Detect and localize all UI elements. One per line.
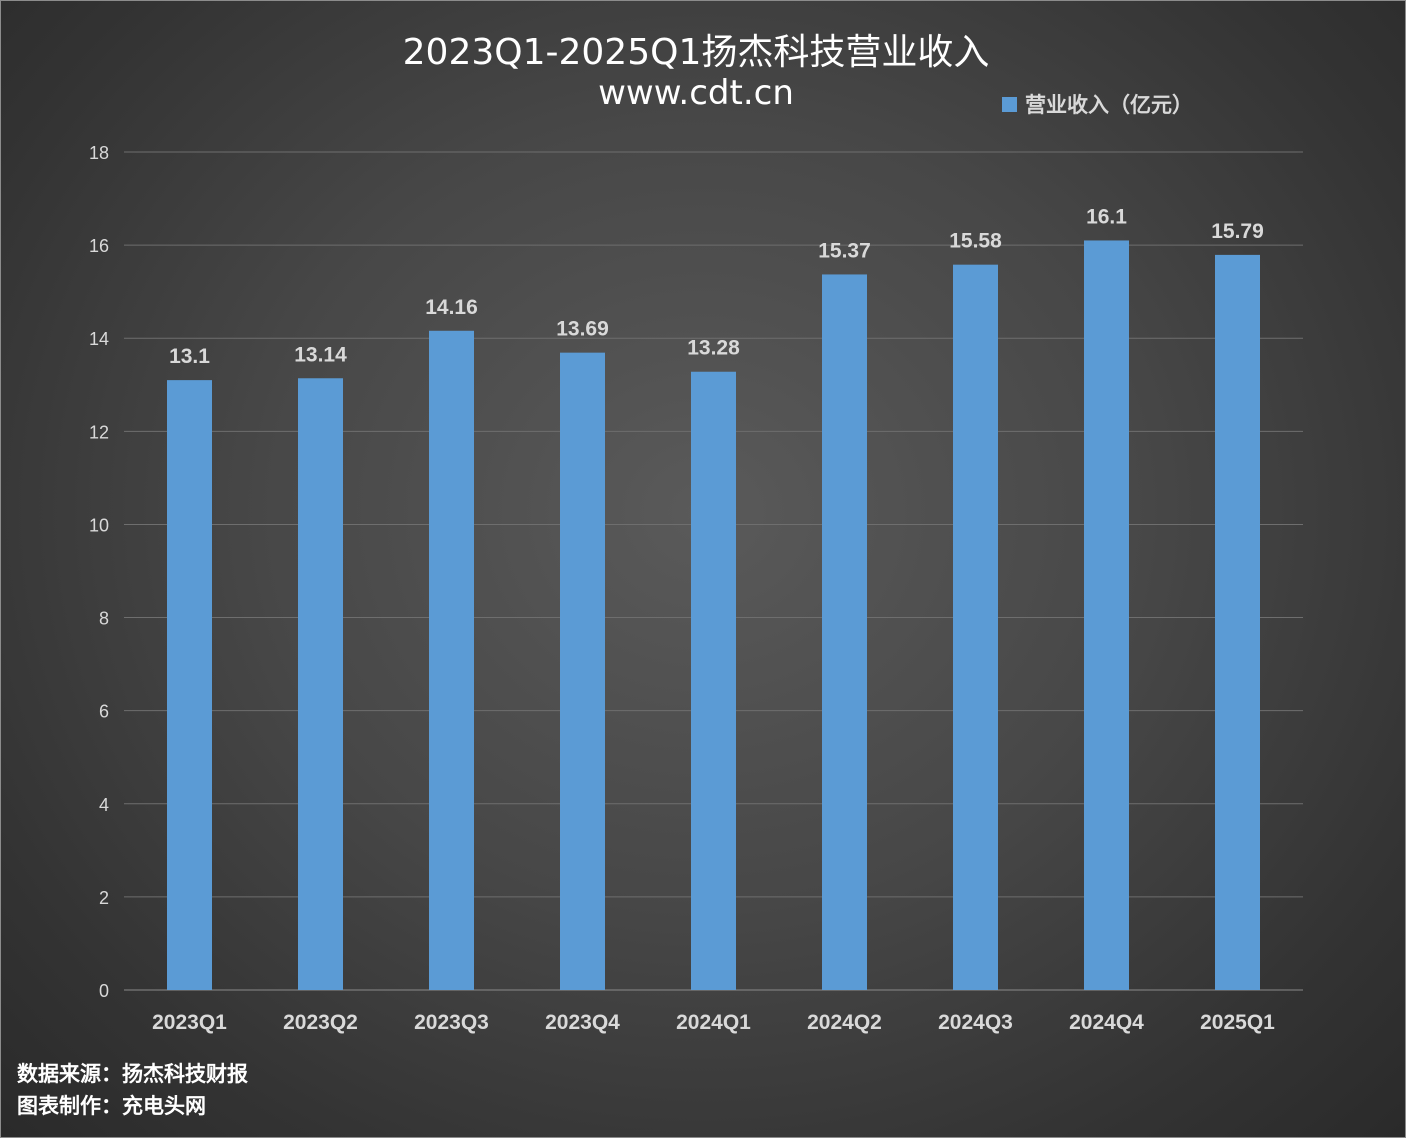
data-source-note: 数据来源：扬杰科技财报 xyxy=(17,1062,248,1086)
data-label: 15.79 xyxy=(1211,220,1264,243)
bar xyxy=(822,274,867,990)
bar xyxy=(298,378,343,990)
data-label: 15.58 xyxy=(949,230,1002,253)
data-label: 13.28 xyxy=(687,337,740,360)
bar xyxy=(1215,254,1260,991)
x-tick-label: 2024Q3 xyxy=(938,1011,1013,1034)
legend-label: 营业收入（亿元） xyxy=(1025,93,1193,117)
bar xyxy=(429,330,474,991)
y-tick-label: 10 xyxy=(89,515,109,535)
y-tick-label: 2 xyxy=(99,888,109,908)
bar xyxy=(691,371,736,991)
y-tick-label: 18 xyxy=(89,143,109,163)
y-tick-label: 6 xyxy=(99,702,109,722)
x-tick-label: 2024Q4 xyxy=(1069,1011,1144,1034)
x-tick-label: 2023Q3 xyxy=(414,1011,489,1034)
bar xyxy=(560,352,605,991)
y-tick-label: 4 xyxy=(99,795,109,815)
x-tick-label: 2023Q1 xyxy=(152,1011,227,1034)
data-label: 14.16 xyxy=(425,296,478,319)
y-tick-label: 16 xyxy=(89,236,109,256)
legend-swatch xyxy=(1002,96,1017,112)
x-tick-label: 2025Q1 xyxy=(1200,1011,1275,1034)
data-label: 16.1 xyxy=(1086,205,1127,228)
data-label: 13.69 xyxy=(556,318,609,341)
chart-title: 2023Q1-2025Q1扬杰科技营业收入 xyxy=(402,32,990,73)
y-tick-label: 12 xyxy=(89,422,109,442)
bar xyxy=(953,264,998,991)
chart-subtitle: www.cdt.cn xyxy=(598,73,794,113)
x-tick-label: 2023Q2 xyxy=(283,1011,358,1034)
data-label: 13.1 xyxy=(169,345,210,368)
y-tick-label: 0 xyxy=(99,981,109,1001)
x-tick-label: 2023Q4 xyxy=(545,1011,620,1034)
data-label: 13.14 xyxy=(294,343,347,366)
y-tick-label: 8 xyxy=(99,609,109,629)
bar xyxy=(167,380,212,991)
legend: 营业收入（亿元） xyxy=(1002,89,1193,119)
x-tick-label: 2024Q1 xyxy=(676,1011,751,1034)
data-label: 15.37 xyxy=(818,239,871,262)
y-tick-label: 14 xyxy=(89,329,109,349)
x-tick-label: 2024Q2 xyxy=(807,1011,882,1034)
bar xyxy=(1084,240,1129,990)
chart-credit-note: 图表制作：充电头网 xyxy=(17,1094,206,1118)
